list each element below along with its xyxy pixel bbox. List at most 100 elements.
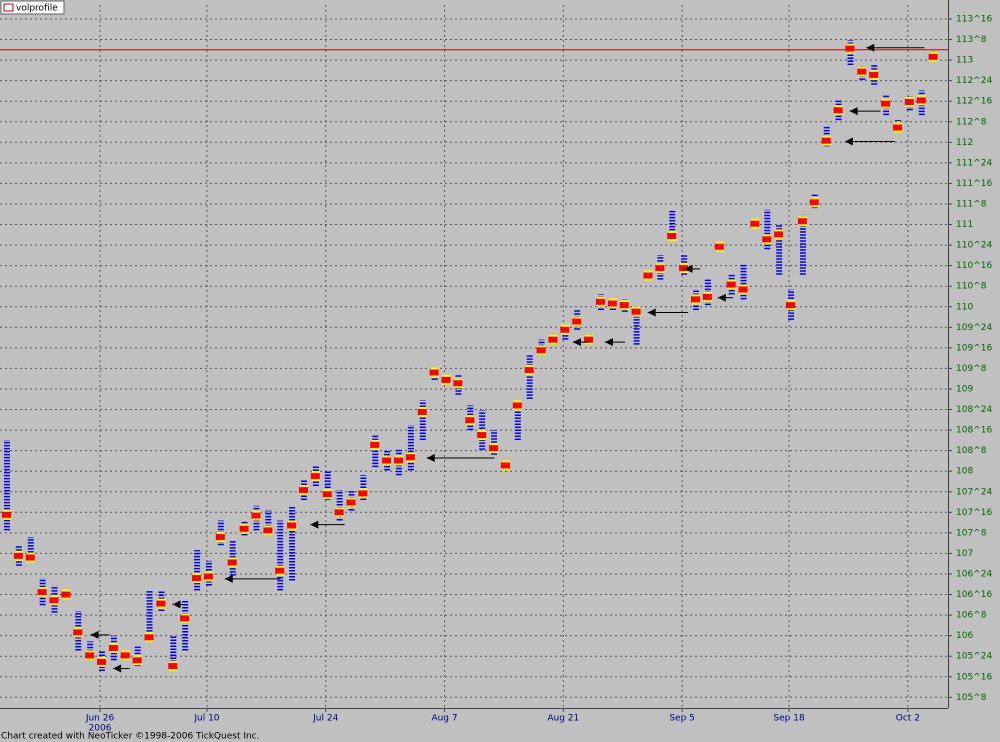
poc xyxy=(227,559,237,566)
poc xyxy=(108,644,118,651)
x-tick-label: Jul 24 xyxy=(312,714,338,724)
arrow-head xyxy=(844,137,853,146)
arrow-head xyxy=(426,454,435,463)
poc xyxy=(405,454,415,461)
poc xyxy=(13,552,23,559)
arrow-head xyxy=(172,600,181,609)
poc xyxy=(120,652,130,659)
chart-tab[interactable]: volprofile xyxy=(0,0,65,15)
arrow-head xyxy=(224,574,233,583)
poc xyxy=(607,300,617,307)
poc xyxy=(584,336,594,343)
poc xyxy=(37,589,47,596)
arrow-head xyxy=(604,338,613,347)
poc xyxy=(892,124,902,131)
y-tick-label: 106 xyxy=(956,631,973,641)
poc xyxy=(251,512,261,519)
poc xyxy=(25,554,35,561)
y-tick-label: 106^8 xyxy=(956,611,987,621)
y-tick-label: 113^8 xyxy=(956,35,987,45)
arrow-head xyxy=(113,664,122,673)
y-tick-label: 113 xyxy=(956,56,973,66)
arrow-head xyxy=(684,264,693,273)
x-tick-label: Aug 7 xyxy=(431,714,457,724)
x-tick-label: Aug 21 xyxy=(547,714,579,724)
footer: Chart created with NeoTicker ©1998-2006 … xyxy=(1,732,260,742)
y-tick-label: 107 xyxy=(956,549,973,559)
poc xyxy=(203,573,213,580)
poc xyxy=(786,302,796,309)
poc xyxy=(881,100,891,107)
arrow-head xyxy=(90,630,99,639)
poc xyxy=(192,575,202,582)
poc xyxy=(215,533,225,540)
y-tick-label: 110^16 xyxy=(956,261,992,271)
y-tick-label: 106^24 xyxy=(956,569,992,579)
poc xyxy=(263,527,273,534)
poc xyxy=(85,652,95,659)
x-tick-label: Jun 26 xyxy=(85,714,115,724)
poc xyxy=(726,281,736,288)
poc xyxy=(548,336,558,343)
poc xyxy=(429,369,439,376)
poc xyxy=(631,308,641,315)
y-tick-label: 112^24 xyxy=(956,76,992,86)
y-tick-label: 109^24 xyxy=(956,323,992,333)
y-tick-label: 108^24 xyxy=(956,405,992,415)
poc xyxy=(49,597,59,604)
poc xyxy=(239,525,249,532)
y-tick-label: 108 xyxy=(956,467,973,477)
y-tick-label: 107^8 xyxy=(956,528,987,538)
poc xyxy=(702,293,712,300)
poc xyxy=(417,409,427,415)
arrow-head xyxy=(647,308,656,317)
poc xyxy=(382,457,392,464)
poc xyxy=(821,137,831,144)
poc xyxy=(287,522,297,529)
poc xyxy=(275,567,285,574)
arrow-head xyxy=(866,43,875,52)
poc xyxy=(298,487,308,494)
poc xyxy=(358,490,368,497)
poc xyxy=(334,509,344,516)
poc xyxy=(679,265,689,272)
y-tick-label: 109 xyxy=(956,384,973,394)
poc xyxy=(833,107,843,114)
x-tick-label: Sep 5 xyxy=(669,714,695,724)
arrow-head xyxy=(717,293,726,302)
poc xyxy=(453,380,463,387)
tab-icon xyxy=(3,3,14,12)
poc xyxy=(928,53,938,60)
poc xyxy=(809,199,819,206)
poc xyxy=(346,499,356,506)
poc xyxy=(489,445,499,452)
x-tick-label: Jul 10 xyxy=(193,714,219,724)
y-tick-label: 108^16 xyxy=(956,426,992,436)
poc xyxy=(394,457,404,464)
poc xyxy=(524,367,534,374)
poc xyxy=(774,231,784,238)
x-sublabel: 2006 xyxy=(89,724,112,734)
y-tick-label: 109^16 xyxy=(956,343,992,353)
poc xyxy=(762,236,772,243)
poc xyxy=(738,286,748,293)
tab-box xyxy=(0,0,65,15)
poc xyxy=(655,265,665,272)
poc xyxy=(1,511,11,518)
poc xyxy=(916,97,926,104)
poc xyxy=(512,402,522,409)
y-tick-label: 107^16 xyxy=(956,508,992,518)
poc xyxy=(168,663,178,670)
y-tick-label: 111 xyxy=(956,220,973,230)
poc xyxy=(667,233,677,240)
poc xyxy=(180,615,190,622)
poc xyxy=(560,326,570,333)
y-tick-label: 110 xyxy=(956,302,973,312)
y-tick-label: 112 xyxy=(956,138,973,148)
y-tick-label: 106^16 xyxy=(956,590,992,600)
arrow-head xyxy=(849,107,858,116)
y-tick-label: 113^16 xyxy=(956,14,992,24)
poc xyxy=(619,302,629,309)
